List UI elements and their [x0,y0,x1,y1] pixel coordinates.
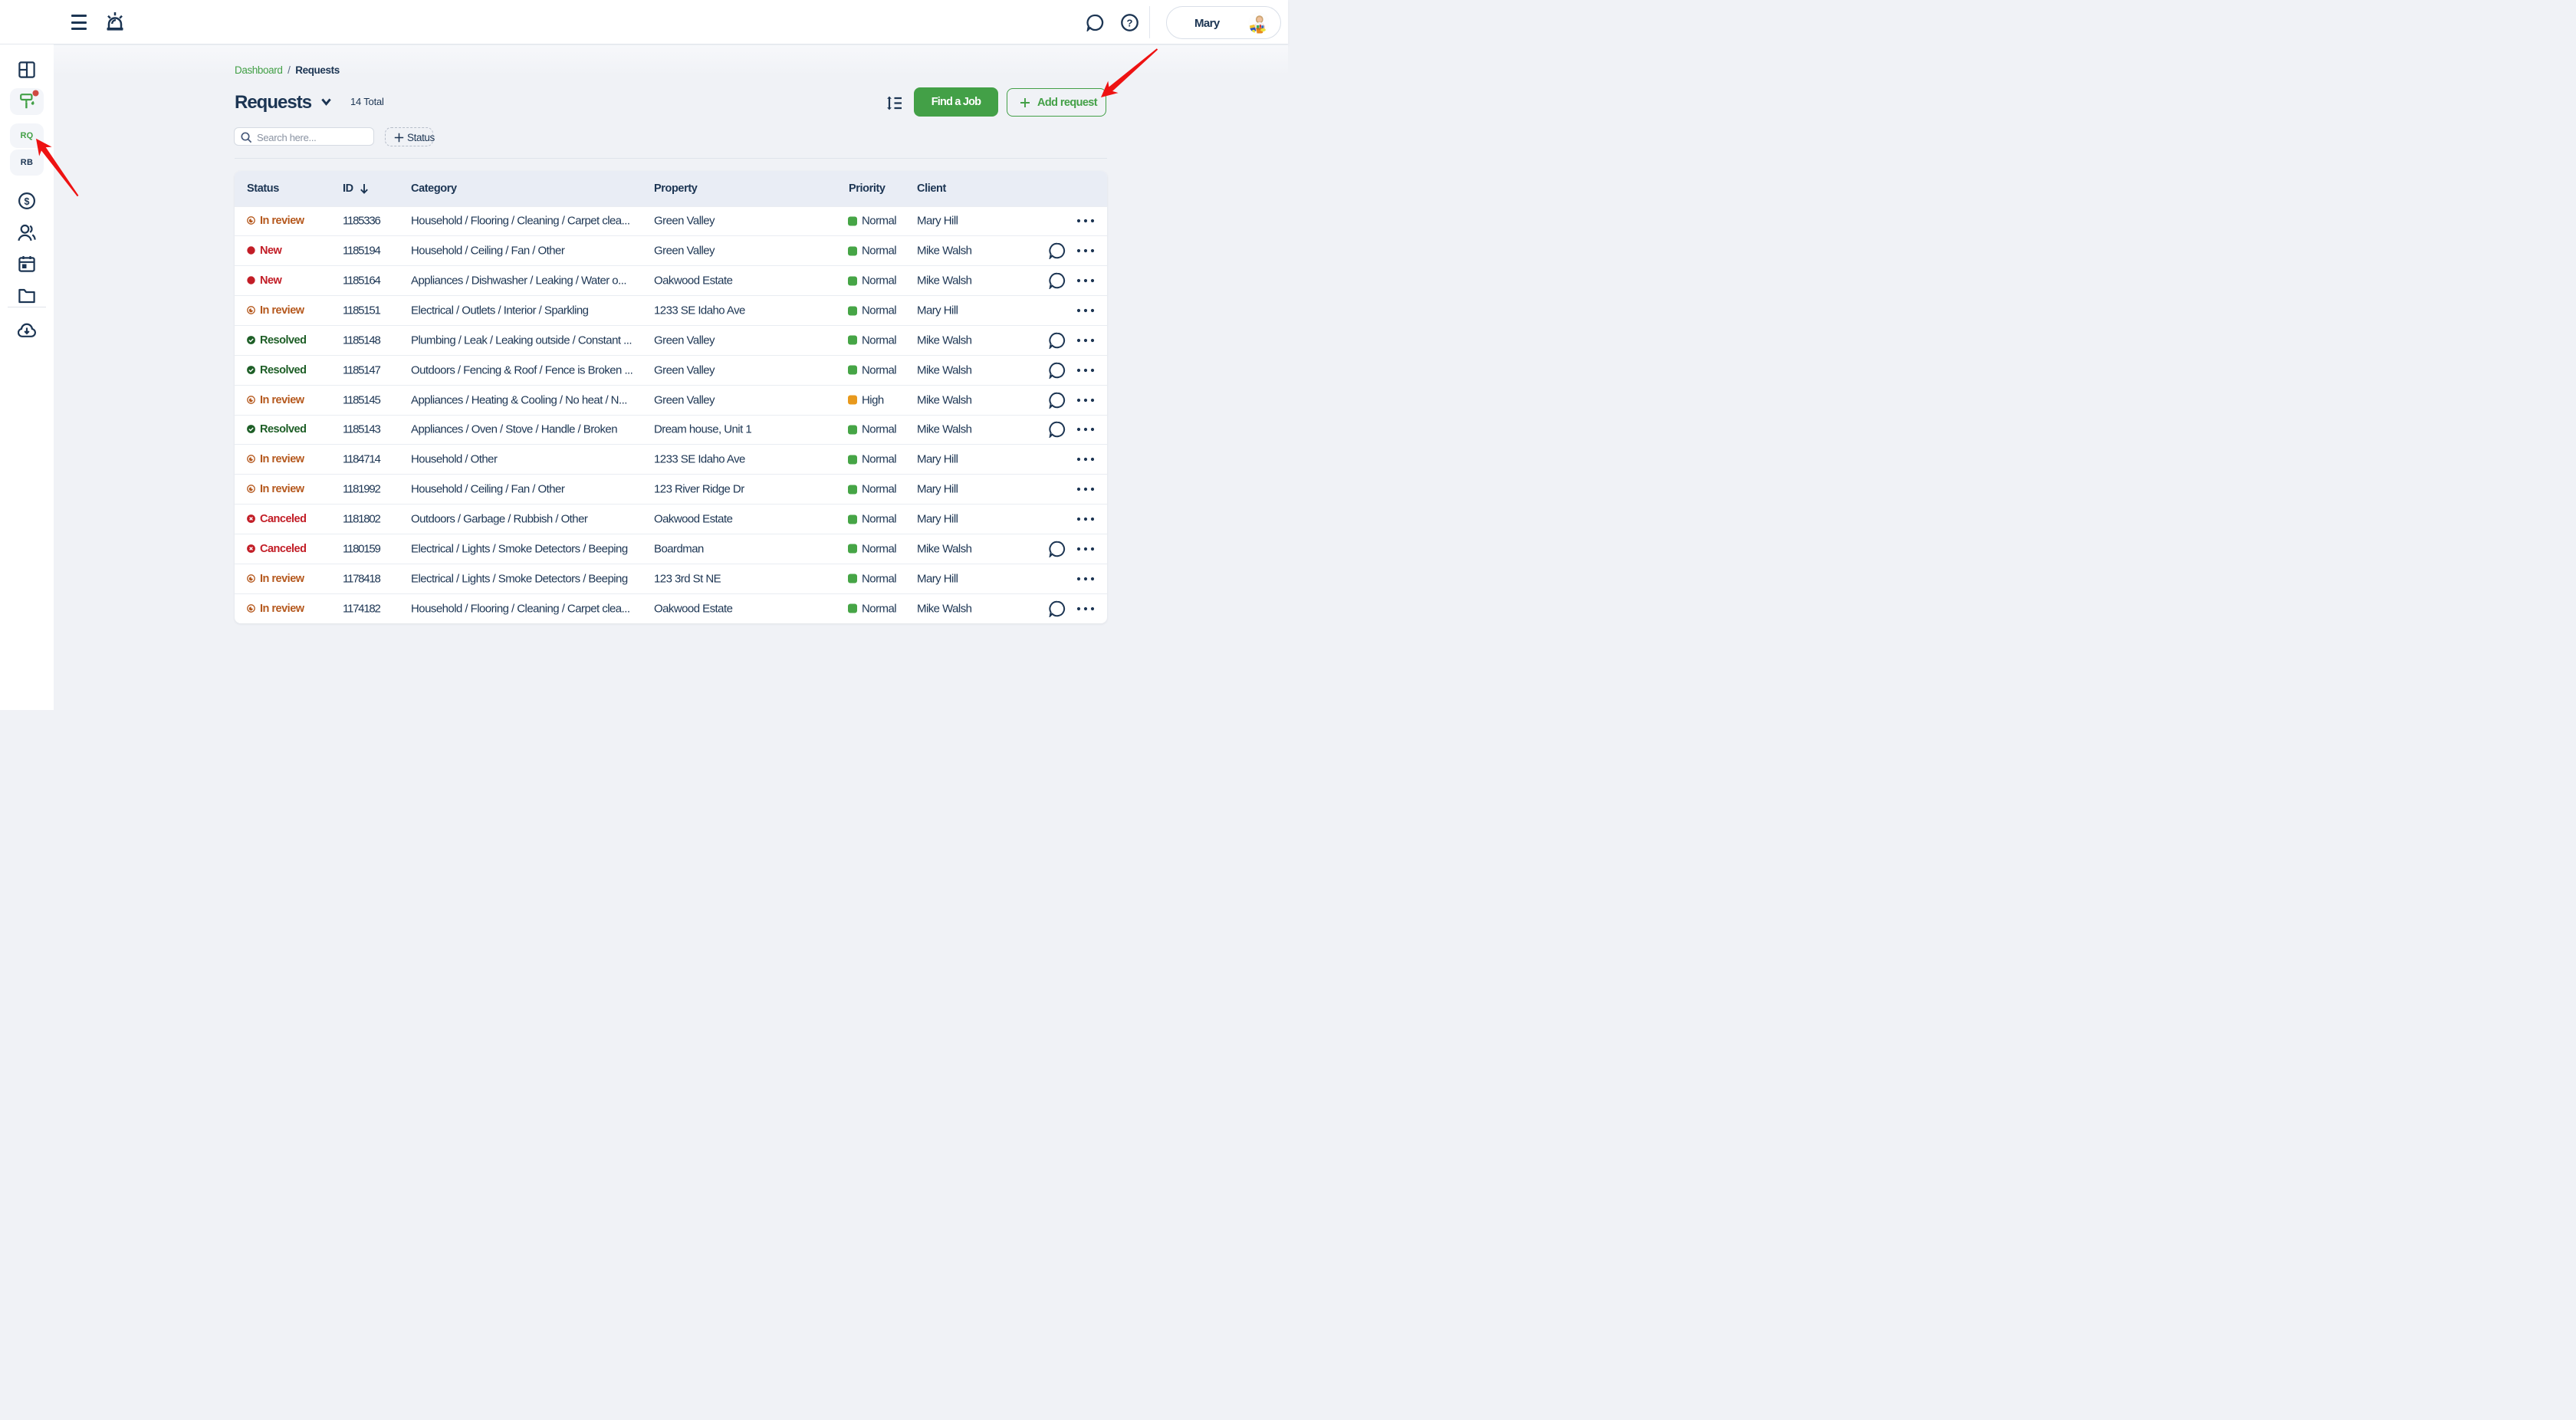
svg-text:?: ? [1127,17,1133,28]
svg-text:$: $ [25,196,30,207]
